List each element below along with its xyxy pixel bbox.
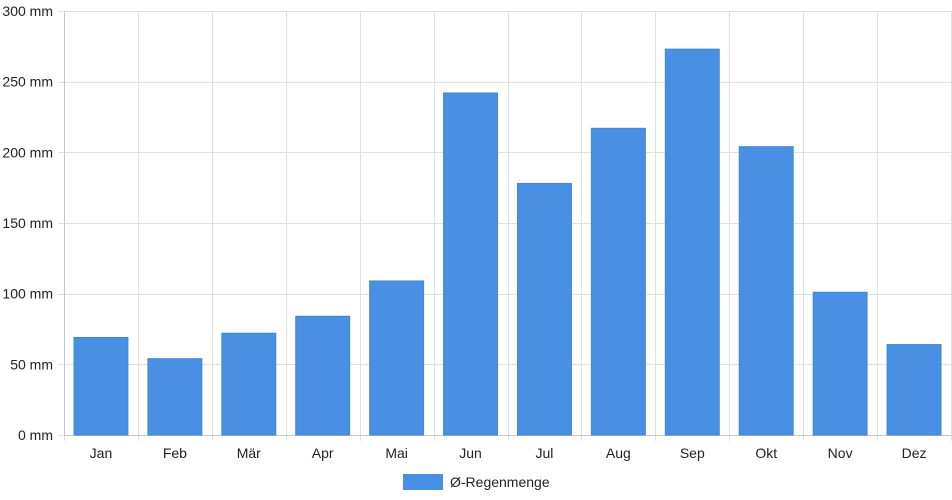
y-axis-tick-labels: 0 mm 50 mm 100 mm 150 mm 200 mm 250 mm 300 mm <box>2 3 53 443</box>
x-tick-label: Jan <box>90 445 113 461</box>
x-axis-tick-labels: Jan Feb Mär Apr Mai Jun Jul Aug Sep Okt Nov Dez <box>90 445 927 461</box>
y-tick-label: 0 mm <box>18 427 53 443</box>
x-tick-label: Jun <box>459 445 482 461</box>
x-tick-label: Dez <box>902 445 927 461</box>
bar-sep[interactable] <box>664 48 720 436</box>
y-tick-label: 300 mm <box>2 3 53 19</box>
axes <box>64 11 951 436</box>
legend[interactable]: Ø-Regenmenge <box>403 474 550 490</box>
bar-jan[interactable] <box>73 336 129 436</box>
x-tick-label: Okt <box>755 445 777 461</box>
x-tick-label: Sep <box>680 445 705 461</box>
x-tick-label: Apr <box>312 445 334 461</box>
y-tick-label: 200 mm <box>2 144 53 160</box>
bar-okt[interactable] <box>738 146 794 436</box>
y-tick-label: 250 mm <box>2 74 53 90</box>
bar-mai[interactable] <box>369 280 425 436</box>
x-tick-label: Nov <box>828 445 853 461</box>
y-tick-label: 50 mm <box>10 356 53 372</box>
bar-mär[interactable] <box>221 332 277 436</box>
bars <box>73 48 942 436</box>
bar-dez[interactable] <box>886 344 942 436</box>
bar-nov[interactable] <box>812 291 868 436</box>
bar-apr[interactable] <box>295 315 351 436</box>
x-tick-label: Mär <box>237 445 261 461</box>
x-tick-label: Jul <box>536 445 554 461</box>
bar-aug[interactable] <box>590 127 646 436</box>
bar-jul[interactable] <box>517 182 572 436</box>
y-tick-label: 100 mm <box>2 286 53 302</box>
y-tick-label: 150 mm <box>2 215 53 231</box>
bar-feb[interactable] <box>147 358 203 436</box>
legend-label: Ø-Regenmenge <box>450 474 550 490</box>
x-tick-label: Aug <box>606 445 631 461</box>
grid <box>58 11 952 441</box>
legend-swatch <box>403 474 443 490</box>
bar-jun[interactable] <box>443 92 498 436</box>
x-tick-label: Mai <box>385 445 408 461</box>
x-tick-label: Feb <box>163 445 187 461</box>
